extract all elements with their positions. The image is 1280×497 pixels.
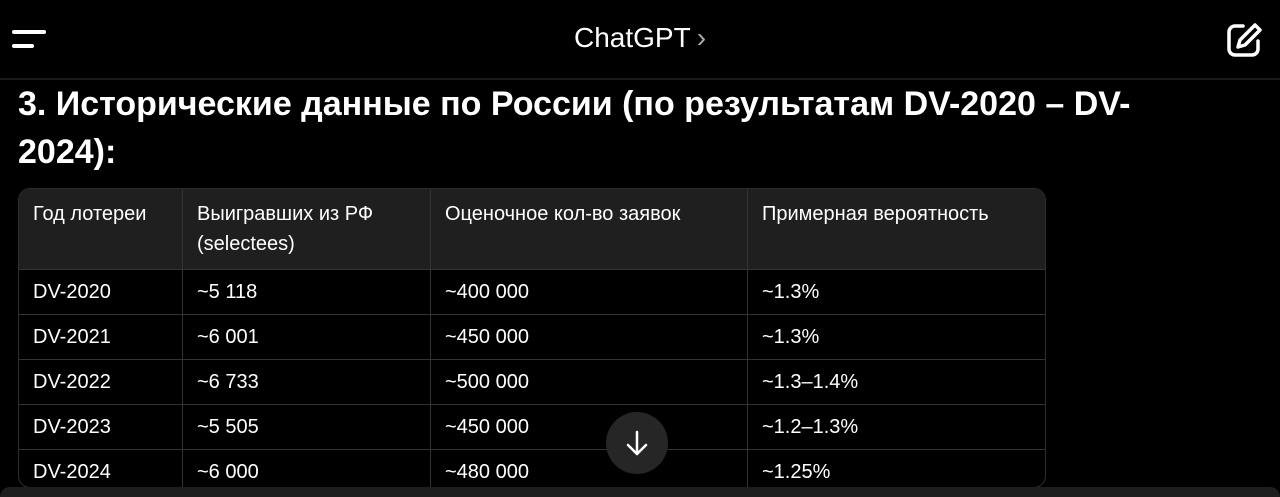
scroll-down-button[interactable] <box>606 412 668 474</box>
table-row: DV-2024 ~6 000 ~480 000 ~1.25% <box>19 449 1045 487</box>
table-cell: ~5 118 <box>182 269 431 315</box>
composer-area[interactable] <box>0 487 1280 497</box>
top-bar: ChatGPT › <box>0 0 1280 80</box>
arrow-down-icon <box>626 430 648 456</box>
table-row: DV-2020 ~5 118 ~400 000 ~1.3% <box>19 269 1045 315</box>
data-table: Год лотереи Выигравших из РФ (selectees) О… <box>18 188 1046 488</box>
model-selector[interactable]: ChatGPT › <box>0 22 1280 54</box>
table-row: DV-2022 ~6 733 ~500 000 ~1.3–1.4% <box>19 359 1045 405</box>
column-header: Выигравших из РФ (selectees) <box>182 189 431 270</box>
table-row: DV-2021 ~6 001 ~450 000 ~1.3% <box>19 314 1045 360</box>
table-cell: ~6 001 <box>182 314 431 360</box>
column-header: Оценочное кол-во заявок <box>430 189 748 270</box>
column-header: Год лотереи <box>19 189 183 270</box>
table-cell: ~450 000 <box>430 314 748 360</box>
table-cell: DV-2022 <box>19 359 183 405</box>
table-cell: ~1.25% <box>747 449 1045 487</box>
table-cell: ~6 733 <box>182 359 431 405</box>
table-cell: ~1.2–1.3% <box>747 404 1045 450</box>
table-cell: ~1.3% <box>747 269 1045 315</box>
table-row: DV-2023 ~5 505 ~450 000 ~1.2–1.3% <box>19 404 1045 450</box>
table-cell: DV-2021 <box>19 314 183 360</box>
table-cell: ~1.3–1.4% <box>747 359 1045 405</box>
table-header-row: Год лотереи Выигравших из РФ (selectees) О… <box>19 189 1045 270</box>
section-heading: 3. Исторические данные по России (по рез… <box>18 85 1131 171</box>
table-cell: DV-2024 <box>19 449 183 487</box>
table-cell: ~1.3% <box>747 314 1045 360</box>
app-title: ChatGPT <box>573 22 691 53</box>
table-cell: ~6 000 <box>182 449 431 487</box>
table-cell: DV-2023 <box>19 404 183 450</box>
table-cell: DV-2020 <box>19 269 183 315</box>
edit-icon[interactable] <box>1226 22 1264 58</box>
column-header: Примерная вероятность <box>747 189 1045 270</box>
table-cell: ~5 505 <box>182 404 431 450</box>
menu-icon[interactable] <box>12 28 48 52</box>
table-cell: ~480 000 <box>430 449 748 487</box>
table-cell: ~500 000 <box>430 359 748 405</box>
table-cell: ~450 000 <box>430 404 748 450</box>
table-cell: ~400 000 <box>430 269 748 315</box>
chevron-right-icon: › <box>696 22 707 53</box>
